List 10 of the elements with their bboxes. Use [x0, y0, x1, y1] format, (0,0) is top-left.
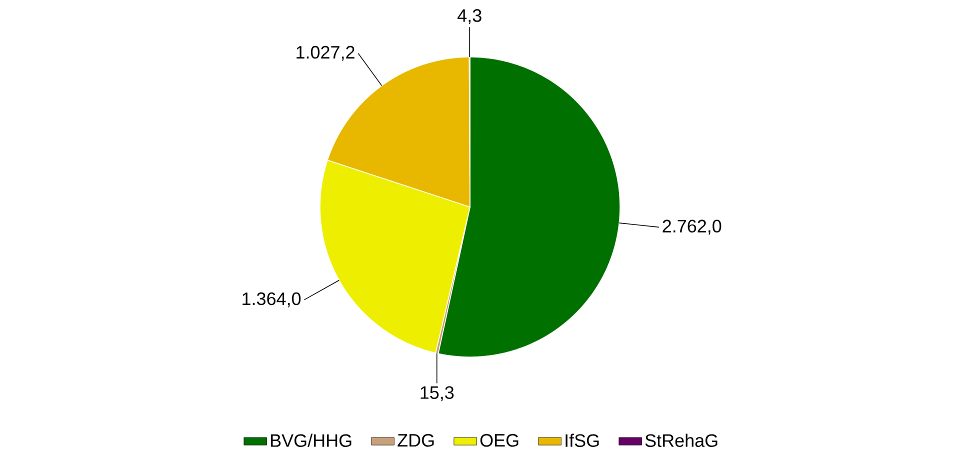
legend-label: IfSG	[566, 434, 599, 447]
legend-label: OEG	[480, 434, 518, 447]
data-label: 2.762,0	[662, 220, 722, 235]
data-label: 4,3	[458, 9, 482, 24]
data-label: 1.364,0	[242, 292, 301, 308]
legend-label: ZDG	[398, 434, 434, 447]
legend-label: BVG/HHG	[271, 434, 352, 447]
legend-label: StRehaG	[645, 434, 718, 447]
data-label: 1.027,2	[296, 46, 354, 61]
data-label: 15,3	[420, 386, 454, 402]
